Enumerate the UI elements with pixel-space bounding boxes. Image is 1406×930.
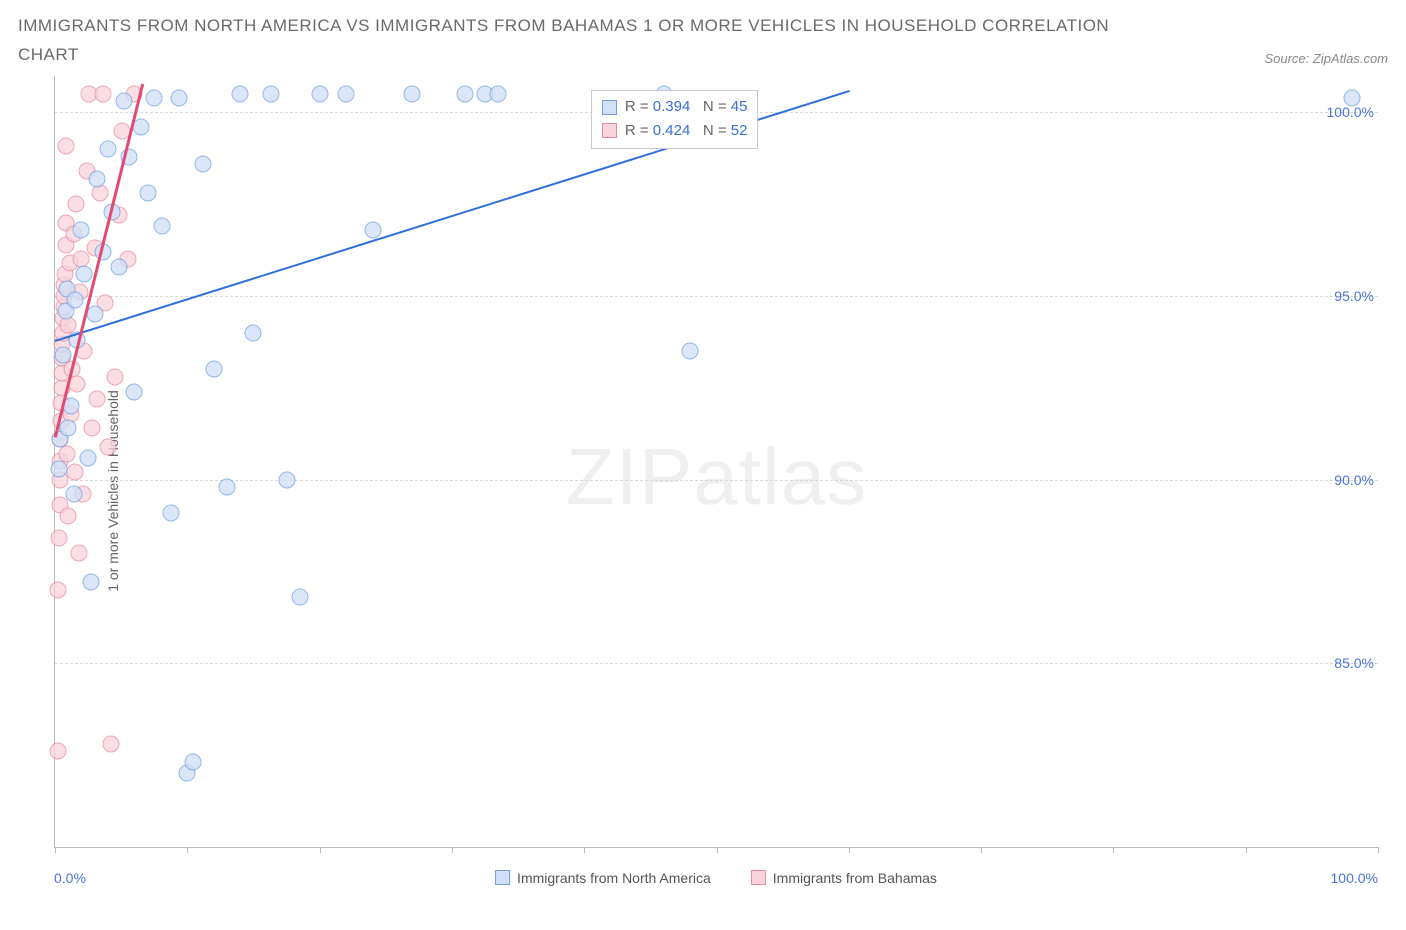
watermark: ZIPatlas [566, 431, 867, 523]
scatter-point-na [364, 221, 381, 238]
legend-label-bh: Immigrants from Bahamas [773, 870, 937, 886]
legend-swatch-bh [751, 870, 766, 885]
scatter-point-bh [68, 196, 85, 213]
x-axis-max-label: 100.0% [1331, 870, 1378, 886]
legend-item-na: Immigrants from North America [495, 870, 711, 886]
scatter-point-bh [84, 420, 101, 437]
scatter-point-na [404, 86, 421, 103]
stats-row-bh: R = 0.424 N = 52 [602, 119, 748, 142]
x-axis: 0.0% Immigrants from North America Immig… [54, 858, 1378, 898]
x-tick [584, 847, 585, 853]
scatter-point-na [154, 218, 171, 235]
scatter-point-na [205, 361, 222, 378]
scatter-point-na [262, 86, 279, 103]
scatter-point-na [89, 170, 106, 187]
scatter-point-na [232, 86, 249, 103]
legend-item-bh: Immigrants from Bahamas [751, 870, 937, 886]
y-tick-label: 100.0% [1327, 104, 1374, 120]
x-tick [187, 847, 188, 853]
legend: Immigrants from North America Immigrants… [495, 870, 937, 886]
legend-label-na: Immigrants from North America [517, 870, 711, 886]
chart-source: Source: ZipAtlas.com [1264, 51, 1388, 70]
x-tick [849, 847, 850, 853]
scatter-point-na [146, 89, 163, 106]
scatter-point-na [490, 86, 507, 103]
gridline [55, 296, 1378, 297]
scatter-point-na [278, 471, 295, 488]
scatter-point-na [171, 89, 188, 106]
scatter-point-na [311, 86, 328, 103]
scatter-point-na [73, 221, 90, 238]
x-tick [1378, 847, 1379, 853]
scatter-point-na [195, 155, 212, 172]
scatter-point-na [291, 589, 308, 606]
scatter-point-na [1343, 89, 1360, 106]
stats-box: R = 0.394 N = 45R = 0.424 N = 52 [591, 90, 759, 149]
scatter-point-na [126, 383, 143, 400]
y-tick-label: 95.0% [1334, 288, 1374, 304]
scatter-point-na [245, 324, 262, 341]
scatter-point-bh [50, 581, 67, 598]
scatter-point-na [66, 291, 83, 308]
scatter-point-na [86, 306, 103, 323]
scatter-point-bh [50, 530, 67, 547]
scatter-point-bh [99, 438, 116, 455]
scatter-point-na [218, 478, 235, 495]
stats-swatch-bh [602, 123, 617, 138]
scatter-point-na [99, 141, 116, 158]
scatter-point-na [163, 504, 180, 521]
x-tick [55, 847, 56, 853]
scatter-point-bh [70, 545, 87, 562]
chart-title: IMMIGRANTS FROM NORTH AMERICA VS IMMIGRA… [18, 12, 1118, 70]
scatter-point-bh [58, 137, 75, 154]
stats-swatch-na [602, 100, 617, 115]
scatter-point-na [682, 343, 699, 360]
scatter-point-bh [69, 376, 86, 393]
scatter-point-bh [49, 743, 66, 760]
scatter-point-bh [59, 508, 76, 525]
scatter-point-bh [94, 86, 111, 103]
x-axis-min-label: 0.0% [54, 870, 86, 886]
x-tick [1246, 847, 1247, 853]
x-tick [452, 847, 453, 853]
scatter-point-na [54, 346, 71, 363]
scatter-point-na [80, 449, 97, 466]
x-tick [981, 847, 982, 853]
scatter-point-na [50, 460, 67, 477]
scatter-point-bh [102, 735, 119, 752]
scatter-point-na [139, 185, 156, 202]
scatter-point-bh [89, 390, 106, 407]
scatter-point-na [184, 754, 201, 771]
scatter-point-na [457, 86, 474, 103]
scatter-point-bh [106, 368, 123, 385]
x-tick [717, 847, 718, 853]
scatter-point-na [65, 486, 82, 503]
gridline [55, 480, 1378, 481]
scatter-point-na [132, 119, 149, 136]
scatter-point-bh [66, 464, 83, 481]
scatter-point-na [115, 93, 132, 110]
scatter-point-na [82, 574, 99, 591]
scatter-point-na [60, 420, 77, 437]
chart-container: 1 or more Vehicles in Household ZIPatlas… [18, 76, 1388, 906]
scatter-point-na [110, 258, 127, 275]
scatter-point-na [338, 86, 355, 103]
x-tick [1113, 847, 1114, 853]
scatter-point-bh [91, 185, 108, 202]
y-tick-label: 90.0% [1334, 472, 1374, 488]
x-tick [320, 847, 321, 853]
plot-area: ZIPatlas 85.0% 90.0% 95.0% 100.0% R = 0.394 … [54, 76, 1378, 848]
y-tick-label: 85.0% [1334, 655, 1374, 671]
gridline [55, 663, 1378, 664]
scatter-point-na [76, 266, 93, 283]
stats-row-na: R = 0.394 N = 45 [602, 95, 748, 118]
legend-swatch-na [495, 870, 510, 885]
